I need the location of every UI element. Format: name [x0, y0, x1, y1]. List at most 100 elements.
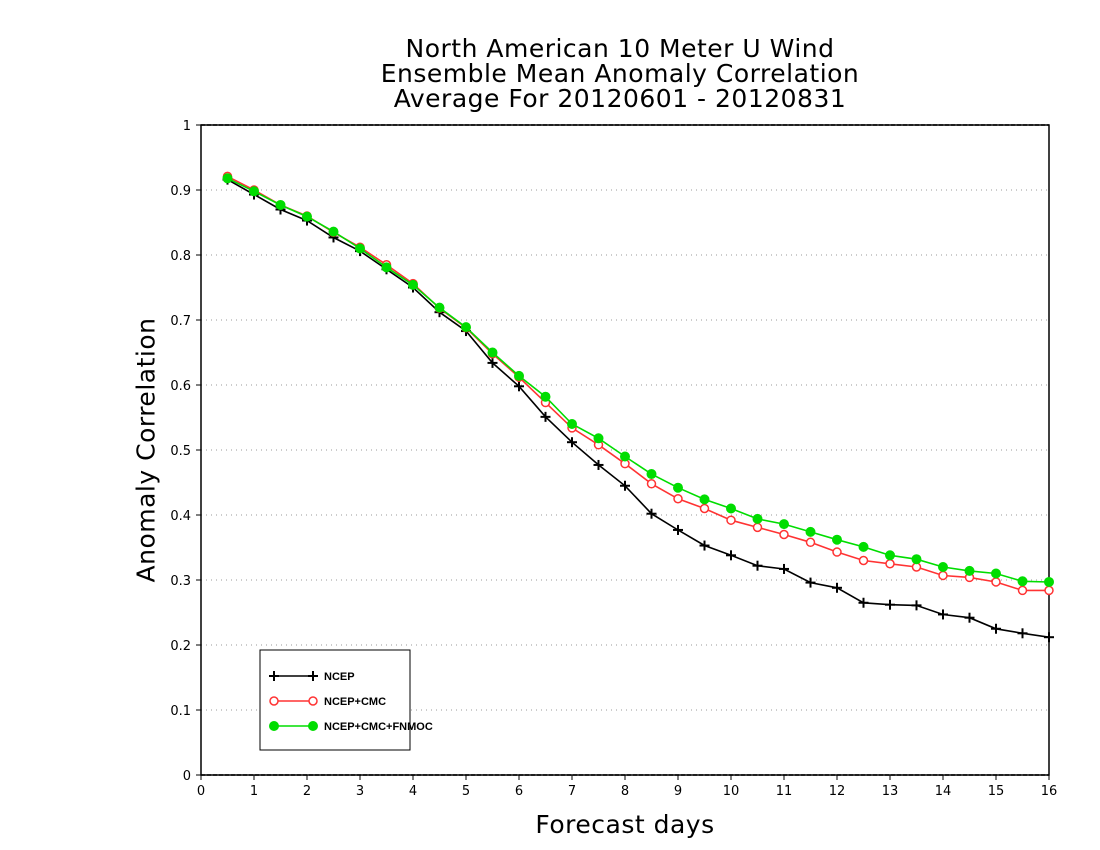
- filled-circle-marker: [752, 513, 763, 524]
- plus-marker: [752, 560, 763, 571]
- series-ncep-cmc: [222, 171, 1054, 596]
- x-axis-label: Forecast days: [535, 810, 715, 839]
- plus-marker: [540, 411, 551, 422]
- x-tick-label: 10: [723, 784, 740, 799]
- filled-circle-marker: [567, 419, 577, 429]
- open-circle-marker: [991, 577, 1001, 587]
- y-tick-label: 0.7: [170, 314, 191, 329]
- open-circle-marker: [938, 570, 948, 581]
- filled-circle-marker: [328, 226, 339, 237]
- x-tick-label: 1: [250, 784, 258, 799]
- filled-circle-marker: [249, 186, 259, 197]
- legend-box: [259, 649, 411, 751]
- plus-marker: [1044, 632, 1054, 643]
- filled-circle-marker: [938, 562, 948, 572]
- open-circle-marker: [885, 559, 895, 569]
- legend-label: NCEP+CMC+FNMOC: [324, 721, 433, 733]
- y-tick-label: 0: [183, 769, 191, 784]
- legend-label: NCEP+CMC: [324, 696, 386, 708]
- filled-circle-marker: [381, 262, 392, 273]
- filled-circle-marker: [805, 526, 816, 537]
- series-ncep: [222, 174, 1054, 643]
- open-circle-marker: [308, 696, 318, 706]
- chart-title: North American 10 Meter U Wind Ensemble …: [330, 36, 910, 111]
- plus-marker: [991, 623, 1001, 634]
- open-circle-marker: [805, 537, 816, 548]
- y-tick-label: 0.6: [170, 379, 191, 394]
- filled-circle-marker: [858, 541, 869, 552]
- filled-circle-marker: [222, 173, 233, 184]
- plus-marker: [646, 508, 657, 519]
- series-line: [227, 175, 1049, 592]
- filled-circle-marker: [911, 554, 922, 565]
- plus-marker: [779, 563, 789, 574]
- plus-marker: [269, 671, 279, 681]
- x-tick-label: 16: [1041, 784, 1058, 799]
- filled-circle-marker: [991, 568, 1001, 579]
- y-tick-label: 0.1: [170, 704, 191, 719]
- filled-circle-marker: [275, 199, 286, 210]
- plus-marker: [567, 437, 577, 448]
- x-tick-label: 14: [935, 784, 952, 799]
- filled-circle-marker: [514, 370, 524, 381]
- series-layer: [222, 171, 1054, 643]
- x-tick-label: 13: [882, 784, 899, 799]
- filled-circle-marker: [779, 519, 789, 530]
- open-circle-marker: [779, 529, 789, 540]
- open-circle-marker: [1017, 585, 1028, 596]
- filled-circle-marker: [269, 721, 279, 731]
- plus-marker: [832, 582, 842, 593]
- x-tick-label: 12: [829, 784, 846, 799]
- plus-marker: [699, 540, 710, 551]
- x-tick-label: 0: [197, 784, 205, 799]
- chart-title-line-2: Ensemble Mean Anomaly Correlation: [380, 59, 860, 88]
- x-tick-label: 5: [462, 784, 470, 799]
- plus-marker: [858, 597, 869, 608]
- x-tick-label: 8: [621, 784, 629, 799]
- plus-marker: [938, 609, 948, 620]
- plus-marker: [964, 612, 975, 623]
- filled-circle-marker: [487, 347, 498, 358]
- legend-entry: NCEP+CMC+FNMOC: [269, 721, 433, 733]
- filled-circle-marker: [540, 391, 551, 402]
- open-circle-marker: [269, 696, 279, 706]
- filled-circle-marker: [593, 433, 604, 444]
- filled-circle-marker: [1044, 576, 1054, 587]
- filled-circle-marker: [620, 451, 630, 462]
- y-tick-label: 0.3: [170, 574, 191, 589]
- filled-circle-marker: [355, 243, 365, 254]
- open-circle-marker: [752, 522, 763, 533]
- open-circle-marker: [646, 479, 657, 489]
- series-line: [227, 177, 1050, 583]
- grid-lines: [201, 189, 1049, 711]
- axes: 00.10.20.30.40.50.60.70.80.910 1 2 3 4 5 6 7 8 9 1…: [170, 119, 1057, 799]
- filled-circle-marker: [302, 211, 312, 222]
- filled-circle-marker: [964, 565, 975, 576]
- x-tick-label: 9: [674, 784, 682, 799]
- filled-circle-marker: [885, 550, 895, 561]
- y-tick-label: 0.8: [170, 249, 191, 264]
- chart-title-line-1: North American 10 Meter U Wind: [405, 34, 835, 63]
- legend-entry: NCEP+CMC: [269, 696, 386, 708]
- open-circle-marker: [726, 515, 736, 525]
- legend: NCEP NCEP+CMC NCEP+CMC+FNMOC: [259, 649, 433, 751]
- plus-marker: [726, 550, 736, 561]
- filled-circle-marker: [673, 482, 683, 493]
- y-tick-label: 0.5: [170, 444, 191, 459]
- plus-marker: [885, 599, 895, 610]
- series-line: [227, 178, 1050, 638]
- y-tick-label: 0.2: [170, 639, 191, 654]
- plus-marker: [487, 357, 498, 368]
- open-circle-marker: [699, 503, 710, 514]
- x-tick-label: 2: [303, 784, 311, 799]
- y-tick-label: 0.9: [170, 184, 191, 199]
- filled-circle-marker: [1017, 576, 1028, 587]
- x-tick-label: 3: [356, 784, 364, 799]
- filled-circle-marker: [726, 503, 736, 514]
- x-tick-label: 4: [409, 784, 417, 799]
- filled-circle-marker: [308, 721, 318, 731]
- plus-marker: [308, 671, 318, 681]
- y-tick-label: 1: [183, 119, 191, 134]
- filled-circle-marker: [461, 322, 471, 333]
